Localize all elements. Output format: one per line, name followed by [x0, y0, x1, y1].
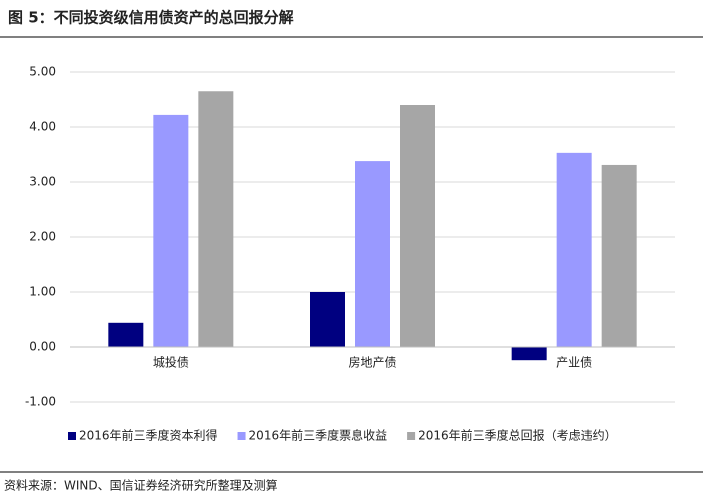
- y-tick-label: -1.00: [25, 395, 56, 409]
- bar: [556, 152, 592, 347]
- y-tick-label: 5.00: [29, 65, 56, 79]
- y-tick-label: 3.00: [29, 175, 56, 189]
- bar: [108, 322, 144, 347]
- legend-label: 2016年前三季度资本利得: [79, 428, 218, 443]
- bar: [153, 114, 189, 348]
- bar: [511, 347, 547, 361]
- legend-swatch: [407, 432, 416, 440]
- bar: [310, 292, 345, 347]
- y-tick-label: 2.00: [29, 230, 56, 244]
- chart-title: 图 5：不同投资级信用债资产的总回报分解: [8, 9, 294, 27]
- bar: [400, 105, 435, 347]
- x-tick-label: 房地产债: [348, 355, 396, 370]
- legend-swatch: [237, 432, 246, 440]
- legend-swatch: [68, 432, 76, 440]
- source-note: 资料来源：WIND、国信证券经济研究所整理及测算: [4, 478, 278, 493]
- x-tick-label: 产业债: [556, 356, 592, 370]
- y-tick-label: 1.00: [29, 285, 56, 299]
- bar: [601, 164, 637, 347]
- bar: [355, 161, 390, 347]
- y-tick-label: 4.00: [29, 120, 56, 134]
- legend-label: 2016年前三季度票息收益: [249, 428, 388, 443]
- y-tick-label: 0.00: [29, 340, 56, 354]
- bar: [198, 91, 234, 347]
- x-tick-label: 城投债: [153, 355, 189, 370]
- legend-label: 2016年前三季度总回报（考虑违约）: [418, 428, 617, 443]
